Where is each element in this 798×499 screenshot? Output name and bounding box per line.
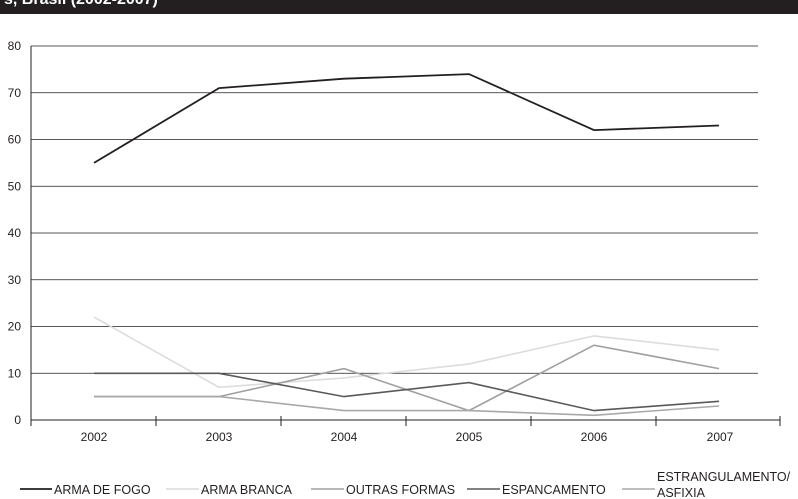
series-line-outras-formas [94, 344, 720, 412]
x-axis-ticks: 2002 2003 2004 2005 2006 2007 [30, 416, 781, 444]
y-tick-label: 0 [14, 413, 21, 427]
y-tick-label: 80 [8, 39, 22, 53]
y-axis-ticks: 0 10 20 30 40 50 60 70 80 [8, 39, 22, 427]
y-tick-label: 10 [8, 366, 22, 380]
x-tick-label: 2007 [707, 430, 734, 444]
legend-item-estrangulamento[interactable]: ESTRANGULAMENTO/ASFIXIA [622, 470, 791, 499]
legend[interactable]: ARMA DE FOGO ARMA BRANCA OUTRAS FORMAS ESPA… [20, 470, 791, 499]
legend-label: ESTRANGULAMENTO/ [657, 470, 791, 484]
legend-label: ARMA BRANCA [201, 483, 293, 497]
gridlines [31, 45, 758, 374]
x-tick-label: 2003 [206, 430, 233, 444]
legend-item-arma-de-fogo[interactable]: ARMA DE FOGO [20, 483, 151, 497]
x-tick-label: 2004 [331, 430, 358, 444]
legend-item-arma-branca[interactable]: ARMA BRANCA [166, 483, 293, 497]
y-tick-label: 70 [8, 86, 22, 100]
header-bar: s, Brasil (2002-2007) [0, 0, 798, 14]
y-tick-label: 30 [8, 273, 22, 287]
header-title: s, Brasil (2002-2007) [4, 0, 158, 9]
x-tick-label: 2006 [581, 430, 608, 444]
y-tick-label: 20 [8, 320, 22, 334]
series-line-arma-branca [93, 316, 720, 389]
legend-label: OUTRAS FORMAS [346, 483, 455, 497]
legend-label: ARMA DE FOGO [54, 483, 151, 497]
series-line-espancamento [94, 372, 720, 412]
y-tick-label: 60 [8, 133, 22, 147]
legend-label: ESPANCAMENTO [502, 483, 606, 497]
legend-item-outras-formas[interactable]: OUTRAS FORMAS [311, 483, 455, 497]
series-lines [93, 73, 720, 417]
y-tick-label: 50 [8, 179, 22, 193]
x-tick-label: 2005 [456, 430, 483, 444]
legend-item-espancamento[interactable]: ESPANCAMENTO [467, 483, 606, 497]
series-line-estrangulamento [94, 395, 720, 417]
y-tick-label: 40 [8, 226, 22, 240]
x-tick-label: 2002 [81, 430, 108, 444]
series-line-arma-de-fogo [93, 73, 720, 164]
legend-label-line2: ASFIXIA [657, 486, 706, 499]
